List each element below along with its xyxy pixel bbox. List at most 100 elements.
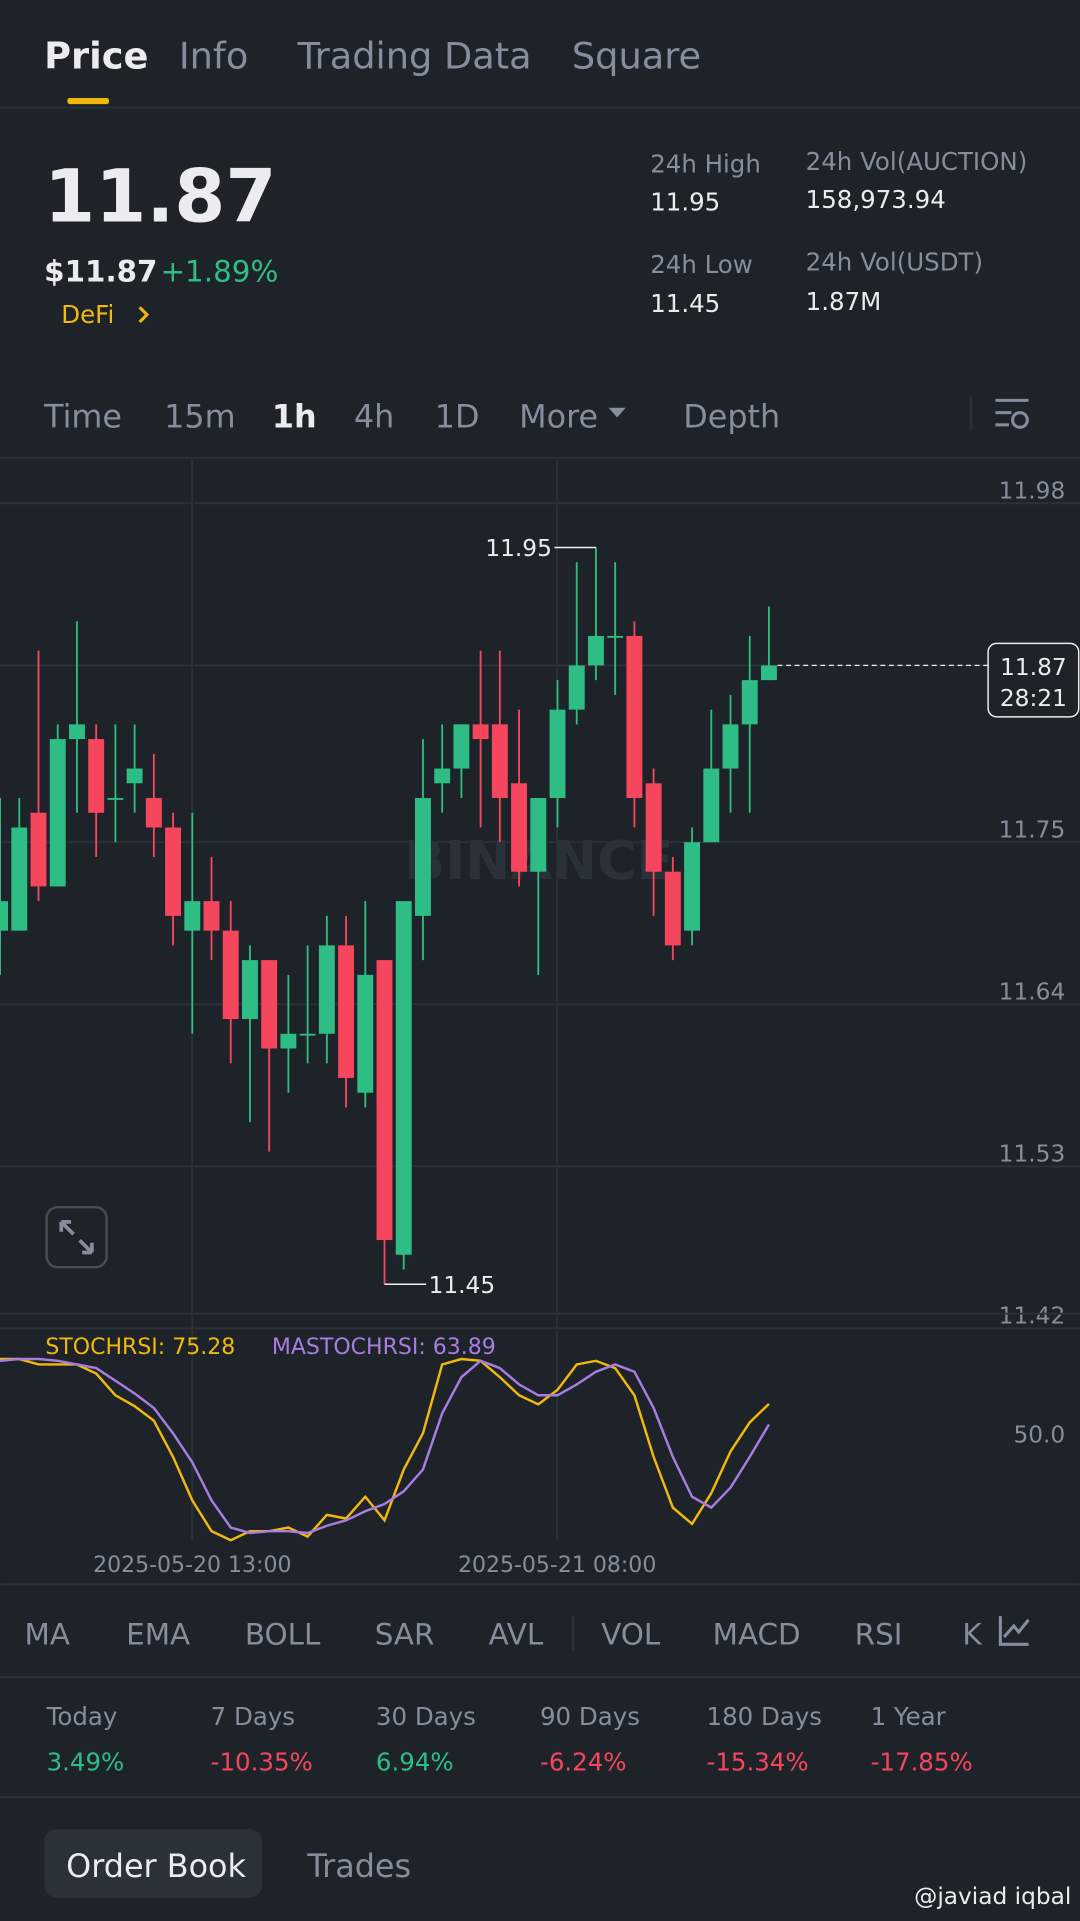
tab[interactable]: Trading Data <box>297 35 532 78</box>
candle-body <box>11 827 28 931</box>
interval[interactable]: More <box>519 397 598 435</box>
stat-label: 24h Low <box>650 250 753 279</box>
y-tick-label: 11.75 <box>999 816 1066 843</box>
x-tick-label: 2025-05-20 13:00 <box>93 1553 291 1578</box>
candle-body <box>261 960 278 1049</box>
last-price-box <box>987 642 1080 718</box>
bottom-tab[interactable]: Order Book <box>66 1847 246 1885</box>
interval[interactable]: 1h <box>272 397 317 435</box>
candle-body <box>472 724 489 740</box>
indicator-tab[interactable]: RSI <box>855 1617 903 1651</box>
settings-icon[interactable] <box>995 398 1029 429</box>
high-annotation: 11.95 <box>485 535 552 562</box>
last-price-label: 11.87 <box>1000 654 1067 681</box>
indicator-tab[interactable]: MACD <box>713 1617 801 1651</box>
candle-body <box>222 930 239 1020</box>
candle-body <box>395 901 412 1255</box>
indicator-tab[interactable]: SAR <box>375 1617 435 1651</box>
candle-body <box>607 635 624 638</box>
bottom-tab[interactable]: Trades <box>306 1847 411 1885</box>
candle-body <box>664 871 681 946</box>
tab[interactable]: Info <box>179 35 249 78</box>
indicator-tab[interactable]: AVL <box>489 1617 544 1651</box>
order-book-button[interactable] <box>44 1829 263 1898</box>
performance: Today 3.49% 7 Days -10.35% 30 Days 6.94% 90 Da… <box>46 1702 973 1776</box>
candle-body <box>530 798 547 872</box>
credit: @javiad iqbal <box>914 1883 1071 1910</box>
interval[interactable]: 1D <box>435 397 480 435</box>
candle-body <box>414 798 431 916</box>
y-tick-label: 11.42 <box>999 1303 1066 1330</box>
candle-body <box>587 635 604 666</box>
indicator-tab[interactable]: K <box>962 1617 982 1651</box>
interval[interactable]: Time <box>43 397 122 435</box>
candle-body <box>30 812 47 887</box>
candle-body <box>760 665 777 681</box>
stat-value: 11.95 <box>650 188 720 217</box>
interval[interactable]: 15m <box>164 397 236 435</box>
interval[interactable]: 4h <box>354 397 394 435</box>
candle-body <box>626 635 643 799</box>
candle-body <box>299 1033 316 1036</box>
legend-entry: STOCHRSI: 75.28 <box>45 1335 235 1360</box>
last-price: 11.87 <box>44 155 276 240</box>
y-tick-label: 11.64 <box>999 978 1066 1005</box>
candle-body <box>491 724 508 799</box>
period-label: 1 Year <box>871 1702 947 1731</box>
indicator-tab[interactable]: EMA <box>126 1617 190 1651</box>
candle-body <box>241 960 258 1020</box>
candle-body <box>722 724 739 769</box>
period-label: 90 Days <box>540 1702 640 1731</box>
candle-body <box>203 901 220 931</box>
chevron-icon[interactable] <box>138 306 150 324</box>
candle-body <box>126 768 143 784</box>
candle-body <box>49 739 66 887</box>
usd-price: $11.87 <box>44 255 157 289</box>
candle-body <box>453 724 470 769</box>
expand-icon[interactable] <box>59 1220 94 1255</box>
expand-button[interactable] <box>45 1205 108 1269</box>
tab[interactable]: Price <box>44 35 148 78</box>
period-label: 7 Days <box>211 1702 295 1731</box>
stat-label: 24h High <box>650 150 761 179</box>
low-annotation: 11.45 <box>429 1272 496 1299</box>
candle-body <box>703 768 720 843</box>
period-label: Today <box>46 1702 118 1731</box>
period-change: 3.49% <box>47 1747 125 1776</box>
indicator-tab[interactable]: VOL <box>601 1617 661 1651</box>
indicator-tab[interactable]: BOLL <box>245 1617 321 1651</box>
period-change: -10.35% <box>211 1747 313 1776</box>
period-change: -15.34% <box>707 1747 809 1776</box>
candle-body <box>145 798 162 828</box>
indicator-settings-icon[interactable] <box>998 1616 1030 1646</box>
candle-body <box>68 724 85 740</box>
legend-entry: MASTOCHRSI: 63.89 <box>272 1335 496 1360</box>
price-change: +1.89% <box>160 255 278 289</box>
tab[interactable]: Square <box>572 35 701 78</box>
period-label: 180 Days <box>707 1702 823 1731</box>
candle-body <box>165 827 182 916</box>
y-tick-label: 11.98 <box>999 477 1066 504</box>
indicator-tabs: MA EMA BOLL SAR AVL VOL MACD RSI K <box>25 1617 983 1651</box>
dropdown-icon[interactable] <box>608 407 626 418</box>
candle-body <box>338 945 355 1078</box>
interval[interactable]: Depth <box>683 397 780 435</box>
candle-body <box>88 739 105 813</box>
candle-body <box>568 665 585 710</box>
chart: 2025-05-20 13:00 2025-05-21 08:00 11.98 11.… <box>0 459 1080 1578</box>
candle-body <box>280 1033 297 1049</box>
indicator-tab[interactable]: MA <box>25 1617 70 1651</box>
period-change: 6.94% <box>376 1747 454 1776</box>
y-tick-label: 11.53 <box>999 1140 1066 1167</box>
candle-body <box>357 974 374 1093</box>
candle-body <box>645 783 662 872</box>
candle-body <box>684 842 701 931</box>
indicator-line <box>0 1357 771 1535</box>
stat-label: 24h Vol(AUCTION) <box>806 147 1028 176</box>
sector-tag[interactable]: DeFi <box>61 300 114 329</box>
countdown: 28:21 <box>1000 685 1067 712</box>
stat-value: 1.87M <box>806 287 882 316</box>
